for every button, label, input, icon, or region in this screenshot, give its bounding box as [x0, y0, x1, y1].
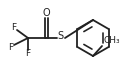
Text: F: F: [11, 23, 17, 31]
Text: O: O: [42, 8, 50, 18]
Text: F: F: [25, 50, 31, 58]
Text: F: F: [8, 43, 14, 53]
Text: CH₃: CH₃: [103, 36, 120, 45]
Text: S: S: [57, 31, 63, 41]
